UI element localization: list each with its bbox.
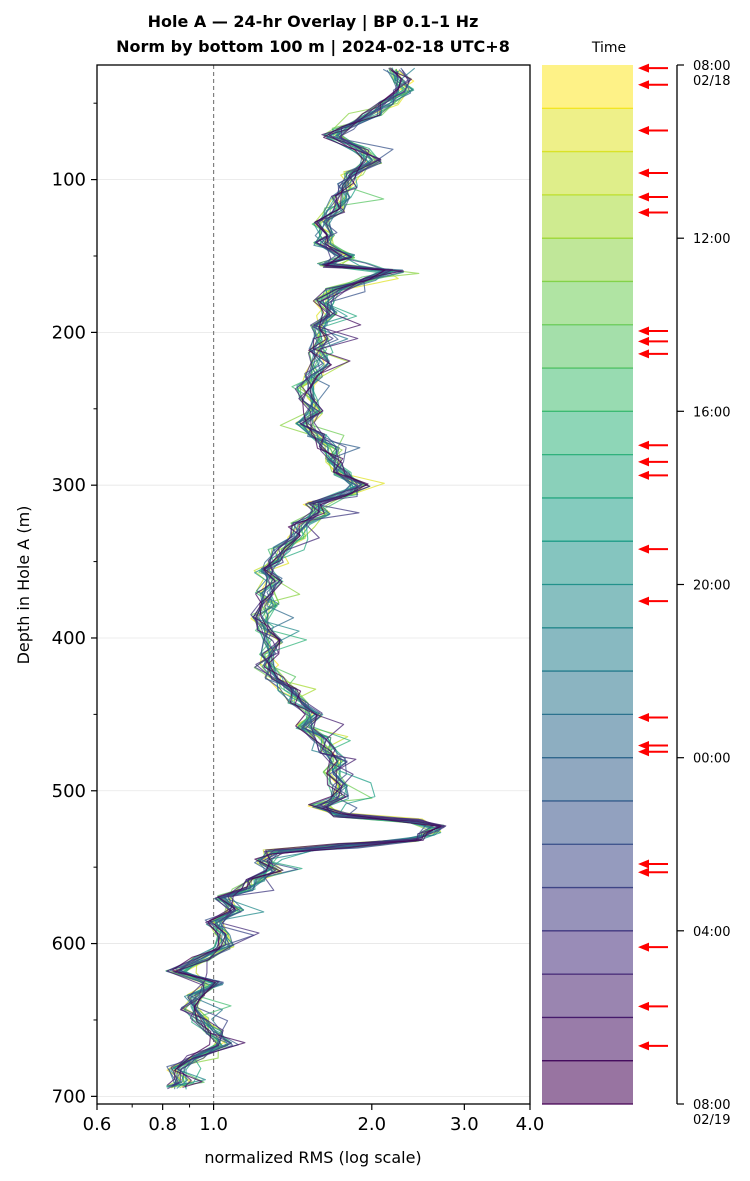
plot-area: 0.6 0.8 1.0 2.0 3.0 4.0 100 200 300 400 500 600 700… [14,64,545,1167]
time-ticks: 08:0002/1812:0016:0020:0000:0004:0008:00… [677,59,730,1128]
event-arrow [638,596,668,606]
colorbar-band [542,194,633,239]
series-lines [165,67,447,1090]
colorbar-band [542,930,633,975]
time-tick-label: 08:00 [693,59,730,74]
colorbar-band [542,238,633,282]
colorbar-band [542,108,633,153]
colorbar-bands [542,65,633,1105]
event-arrow [638,125,668,135]
time-tick-label: 08:00 [693,1098,730,1113]
time-header: Time [591,40,626,56]
time-colorbar: 08:0002/1812:0016:0020:0000:0004:0008:00… [542,40,730,1128]
colorbar-band [542,844,633,889]
x-axis: 0.6 0.8 1.0 2.0 3.0 4.0 [83,1104,545,1135]
y-axis-label: Depth in Hole A (m) [14,506,33,665]
colorbar-band [542,800,633,845]
colorbar-band [542,281,633,326]
colorbar-band [542,887,633,932]
y-tick-label: 700 [52,1086,86,1107]
chart-title-line-1: Hole A — 24-hr Overlay | BP 0.1–1 Hz [147,12,479,31]
y-tick-label: 100 [52,170,86,191]
event-arrow [638,1001,668,1011]
series-line [168,68,439,1087]
grid-lines [97,179,530,1097]
y-tick-label: 400 [52,628,86,649]
colorbar-band [542,368,633,412]
event-arrow [638,942,668,952]
colorbar-band [542,974,633,1018]
x-tick-label: 0.8 [148,1114,177,1135]
time-tick-label: 04:00 [693,925,730,940]
event-arrow [638,80,668,90]
colorbar-band [542,324,633,369]
colorbar-band [542,454,633,499]
series-line [166,70,442,1086]
event-arrow [638,192,668,202]
series-line [172,67,442,1088]
colorbar-band [542,151,633,196]
colorbar-band [542,65,633,109]
x-tick-label: 4.0 [516,1114,545,1135]
colorbar-band [542,584,633,629]
x-tick-label: 3.0 [450,1114,479,1135]
x-tick-label: 0.6 [83,1114,112,1135]
event-arrow [638,544,668,554]
chart-title-line-2: Norm by bottom 100 m | 2024-02-18 UTC+8 [116,37,510,56]
event-arrow [638,440,668,450]
time-tick-label: 02/19 [693,1113,730,1128]
x-tick-label: 1.0 [199,1114,228,1135]
event-arrow [638,1041,668,1051]
y-tick-label: 600 [52,934,86,955]
colorbar-band [542,1017,633,1062]
y-tick-label: 200 [52,322,86,343]
event-arrow [638,168,668,178]
event-arrow [638,859,668,869]
x-tick-label: 2.0 [357,1114,386,1135]
time-tick-label: 12:00 [693,232,730,247]
event-arrow [638,741,668,751]
colorbar-band [542,497,633,542]
event-arrows [638,63,668,1051]
series-line [166,67,447,1087]
x-axis-label: normalized RMS (log scale) [204,1148,421,1167]
colorbar-band [542,757,633,802]
time-tick-label: 20:00 [693,579,730,594]
time-tick-label: 00:00 [693,752,730,767]
event-arrow [638,867,668,877]
colorbar-band [542,671,633,715]
y-tick-label: 300 [52,475,86,496]
colorbar-band [542,1060,633,1105]
colorbar-band [542,541,633,585]
colorbar-band [542,714,633,759]
event-arrow [638,336,668,346]
event-arrow [638,747,668,757]
colorbar-band [542,411,633,456]
event-arrow [638,208,668,218]
time-tick-label: 02/18 [693,74,730,89]
event-arrow [638,349,668,359]
y-tick-label: 500 [52,781,86,802]
y-axis: 100 200 300 400 500 600 700 [52,102,97,1107]
plot-frame [96,64,531,1105]
event-arrow [638,457,668,467]
event-arrow [638,326,668,336]
event-arrow [638,470,668,480]
colorbar-band [542,627,633,672]
time-tick-label: 16:00 [693,405,730,420]
event-arrow [638,712,668,722]
event-arrow [638,63,668,73]
